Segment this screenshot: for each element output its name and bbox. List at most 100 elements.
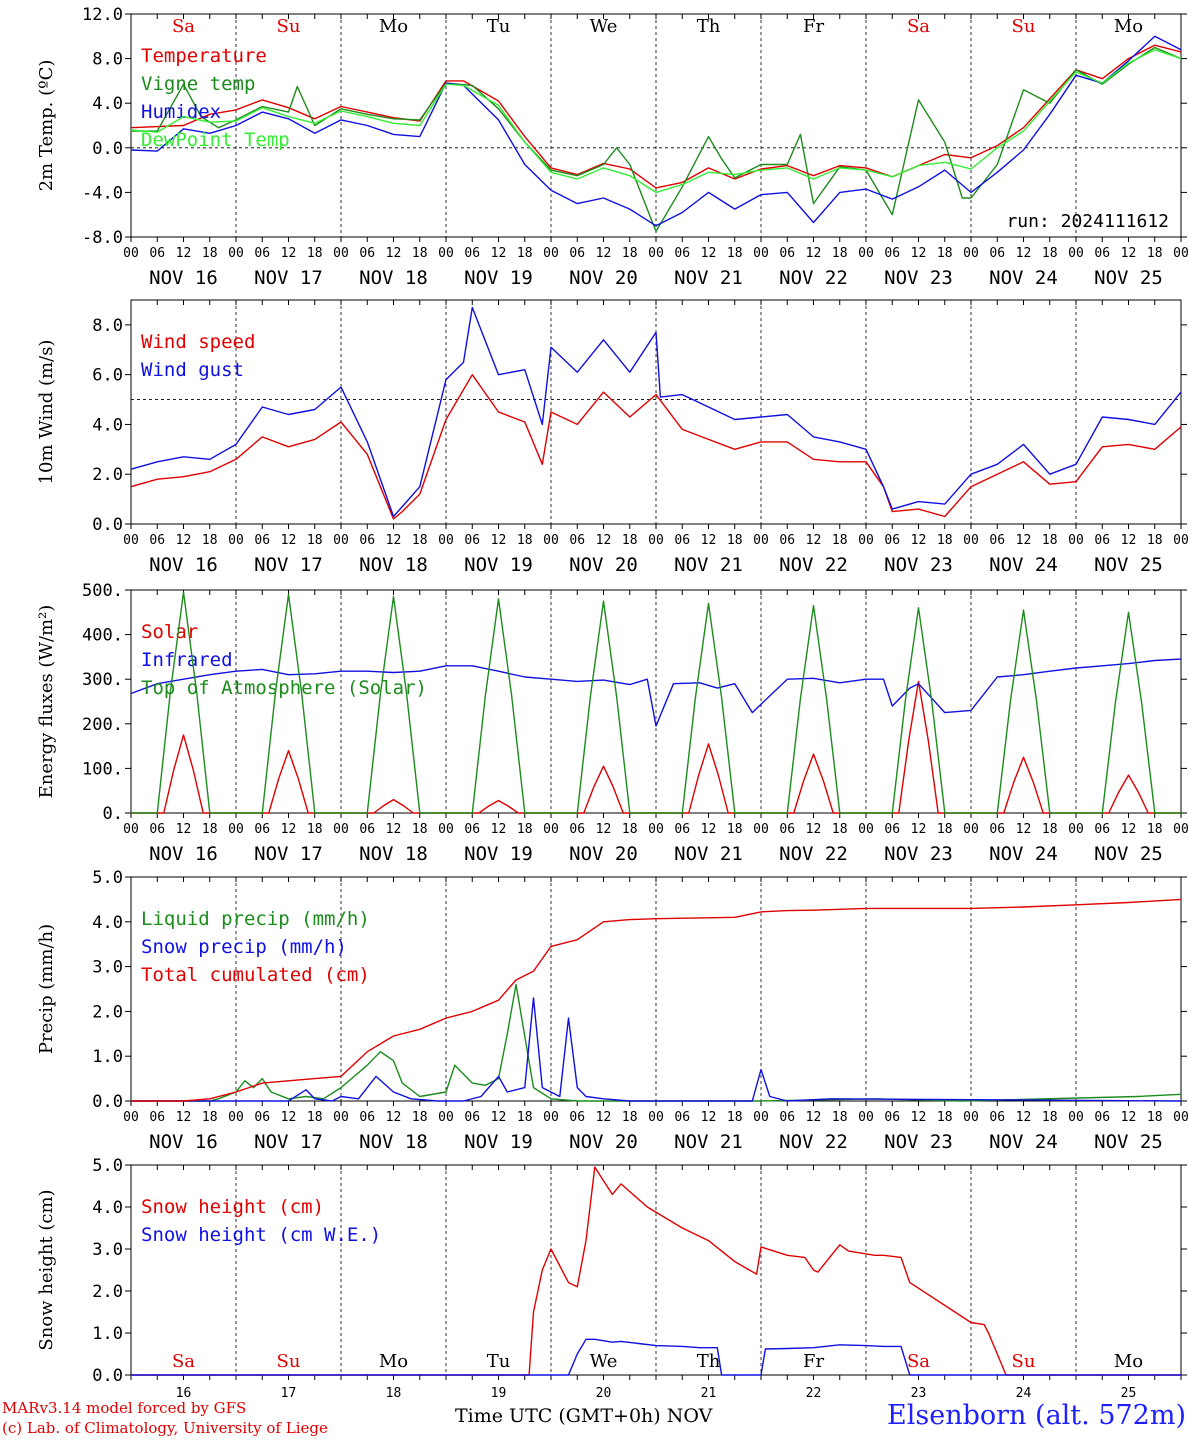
hour-tick-label: 12 <box>806 822 822 837</box>
hour-tick-label: 00 <box>438 1110 454 1125</box>
hour-tick-label: 18 <box>412 822 428 837</box>
hour-tick-label: 00 <box>123 246 139 261</box>
hour-tick-label: 06 <box>989 1110 1005 1125</box>
hour-tick-label: 06 <box>674 822 690 837</box>
hour-tick-label: 00 <box>963 246 979 261</box>
hour-tick-label: 18 <box>307 1110 323 1125</box>
hour-tick-label: 18 <box>202 822 218 837</box>
hour-tick-label: 18 <box>517 533 533 548</box>
hour-tick-label: 12 <box>596 533 612 548</box>
hour-tick-label: 06 <box>254 246 270 261</box>
legend-entry: DewPoint Temp <box>141 129 290 151</box>
hour-tick-label: 00 <box>1173 822 1189 837</box>
hour-tick-label: 18 <box>202 1110 218 1125</box>
hour-tick-label: 12 <box>281 1110 297 1125</box>
hour-tick-label: 00 <box>1068 533 1084 548</box>
hour-tick-label: 18 <box>517 822 533 837</box>
y-tick-label: 2.0 <box>92 465 123 485</box>
hour-tick-label: 12 <box>386 1110 402 1125</box>
hour-tick-label: 00 <box>123 822 139 837</box>
hour-tick-label: 06 <box>569 533 585 548</box>
hour-tick-label: 12 <box>806 1110 822 1125</box>
y-tick-label: 500. <box>82 581 123 601</box>
date-label: NOV 19 <box>464 554 533 576</box>
hour-tick-label: 00 <box>648 1110 664 1125</box>
legend-entry: Vigne temp <box>141 73 255 95</box>
y-axis-label: Snow height (cm) <box>36 1189 57 1350</box>
legend-entry: Temperature <box>141 45 267 67</box>
hour-tick-label: 00 <box>228 1110 244 1125</box>
hour-tick-label: 06 <box>779 822 795 837</box>
hour-tick-label: 12 <box>281 822 297 837</box>
series-line-1-3 <box>130 35 1182 227</box>
date-label: NOV 24 <box>989 267 1058 289</box>
day-name-label: Su <box>277 16 301 37</box>
hour-tick-label: 12 <box>176 1110 192 1125</box>
day-name-label: Sa <box>907 16 930 37</box>
date-label: NOV 17 <box>254 267 323 289</box>
hour-tick-label: 00 <box>648 822 664 837</box>
hour-tick-label: 12 <box>176 533 192 548</box>
series-line-4-3 <box>131 898 1182 1102</box>
hour-tick-label: 06 <box>884 822 900 837</box>
date-label: NOV 23 <box>884 267 953 289</box>
hour-tick-label: 18 <box>622 1110 638 1125</box>
hour-tick-label: 18 <box>1042 246 1058 261</box>
chart-panel-3: 0. 100. 200. 300. 400. 500. Energy fluxes (W/m… <box>36 581 1189 865</box>
hour-tick-label: 18 <box>1042 1110 1058 1125</box>
day-number-label: 23 <box>911 1386 927 1401</box>
y-tick-label: 12.0 <box>82 5 123 25</box>
date-label: NOV 22 <box>779 267 848 289</box>
hour-tick-label: 00 <box>858 1110 874 1125</box>
hour-tick-label: 06 <box>359 246 375 261</box>
hour-tick-label: 00 <box>543 1110 559 1125</box>
date-label: NOV 21 <box>674 554 743 576</box>
hour-tick-label: 18 <box>517 246 533 261</box>
date-label: NOV 17 <box>254 554 323 576</box>
hour-tick-label: 06 <box>1094 822 1110 837</box>
day-name-label: We <box>590 1351 618 1372</box>
date-label: NOV 25 <box>1094 1131 1163 1153</box>
legend-entry: Infrared <box>141 649 233 671</box>
legend-entry: Humidex <box>141 101 221 123</box>
y-tick-label: 1.0 <box>92 1047 123 1067</box>
hour-tick-label: 18 <box>1147 533 1163 548</box>
hour-tick-label: 12 <box>1016 1110 1032 1125</box>
hour-tick-label: 06 <box>569 822 585 837</box>
date-label: NOV 24 <box>989 1131 1058 1153</box>
hour-tick-label: 12 <box>1121 533 1137 548</box>
hour-tick-label: 12 <box>911 1110 927 1125</box>
y-tick-label: 5.0 <box>92 1156 123 1176</box>
hour-tick-label: 18 <box>937 1110 953 1125</box>
hour-tick-label: 06 <box>989 822 1005 837</box>
y-axis-label: 10m Wind (m/s) <box>36 340 57 485</box>
hour-tick-label: 00 <box>438 246 454 261</box>
y-tick-label: 0.0 <box>92 1366 123 1386</box>
hour-tick-label: 00 <box>228 533 244 548</box>
hour-tick-label: 18 <box>307 246 323 261</box>
hour-tick-label: 12 <box>386 246 402 261</box>
hour-tick-label: 18 <box>727 822 743 837</box>
hour-tick-label: 12 <box>281 533 297 548</box>
date-label: NOV 21 <box>674 843 743 865</box>
date-label: NOV 21 <box>674 267 743 289</box>
day-number-label: 18 <box>386 1386 402 1401</box>
hour-tick-label: 18 <box>307 533 323 548</box>
day-name-label: Th <box>697 1351 721 1372</box>
hour-tick-label: 12 <box>596 1110 612 1125</box>
series-line-3-3 <box>131 591 1181 814</box>
hour-tick-label: 00 <box>753 533 769 548</box>
hour-tick-label: 00 <box>228 822 244 837</box>
plot-frame <box>130 589 1182 814</box>
hour-tick-label: 18 <box>412 533 428 548</box>
hour-tick-label: 00 <box>333 1110 349 1125</box>
hour-tick-label: 00 <box>1173 1110 1189 1125</box>
series-line-1-1 <box>130 44 1182 189</box>
series-line-3-2 <box>130 658 1182 727</box>
hour-tick-label: 06 <box>359 822 375 837</box>
day-number-label: 24 <box>1016 1386 1032 1401</box>
date-label: NOV 25 <box>1094 554 1163 576</box>
date-label: NOV 20 <box>569 267 638 289</box>
hour-tick-label: 12 <box>1016 533 1032 548</box>
day-name-label: Mo <box>1114 16 1143 37</box>
